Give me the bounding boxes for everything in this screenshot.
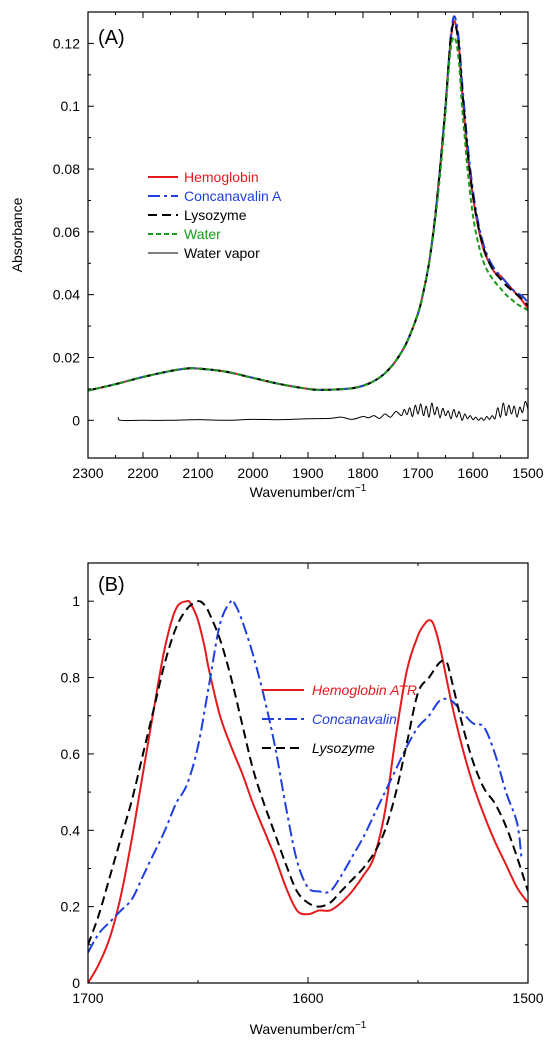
- panel-label: (B): [98, 574, 125, 596]
- series-line-1: [88, 15, 528, 392]
- legend-label: Hemoglobin: [184, 169, 259, 185]
- y-tick-label: 0.08: [53, 161, 80, 177]
- legend-label: Hemoglobin ATR: [312, 682, 417, 698]
- series-line-4: [117, 400, 528, 422]
- x-axis-label: Wavenumber/cm−1: [250, 1020, 367, 1037]
- legend-label: Lysozyme: [184, 207, 247, 223]
- x-tick-label: 1800: [347, 465, 378, 481]
- x-tick-label: 1700: [72, 990, 103, 1006]
- y-tick-label: 0.8: [61, 670, 81, 686]
- y-tick-label: 0.04: [53, 287, 80, 303]
- x-tick-label: 1900: [292, 465, 323, 481]
- y-tick-label: 0: [72, 975, 80, 991]
- x-tick-label: 2200: [127, 465, 158, 481]
- y-tick-label: 0.4: [61, 822, 81, 838]
- series-group: [88, 15, 528, 422]
- y-tick-label: 0.6: [61, 746, 81, 762]
- plot-frame: [87, 562, 529, 984]
- panel-label: (A): [98, 27, 125, 49]
- legend-label: Lysozyme: [312, 740, 375, 756]
- x-axis-label-superscript: −1: [355, 483, 367, 494]
- x-tick-label: 1600: [457, 465, 488, 481]
- series-line-2: [88, 600, 528, 946]
- y-tick-label: 0.2: [61, 899, 81, 915]
- series-line-0: [88, 600, 528, 983]
- x-axis-label-superscript: −1: [355, 1020, 367, 1031]
- x-tick-label: 1500: [512, 465, 543, 481]
- x-tick-label: 2000: [237, 465, 268, 481]
- x-tick-label: 1500: [512, 990, 543, 1006]
- y-tick-label: 0.1: [61, 98, 81, 114]
- x-tick-label: 1700: [402, 465, 433, 481]
- chart-panel-a: 2300 2200 2100 2000 1900 1800 1700 1600 1500 0 0.0…: [9, 11, 544, 500]
- y-axis-label: Absorbance: [9, 197, 25, 272]
- series-line-1: [88, 598, 523, 953]
- legend-label: Water vapor: [184, 245, 260, 261]
- legend-label: Concanavalin A: [184, 188, 282, 204]
- y-tick-label: 0.02: [53, 349, 80, 365]
- legend-label: Concanavalin: [312, 711, 397, 727]
- legend: Hemoglobin Concanavalin A Lysozyme Water Wat…: [148, 169, 282, 261]
- series-line-3: [88, 36, 528, 392]
- x-tick-label: 2300: [72, 465, 103, 481]
- legend-label: Water: [184, 226, 221, 242]
- x-axis-label: Wavenumber/cm−1: [250, 483, 367, 500]
- y-tick-label: 0: [72, 412, 80, 428]
- y-tick-label: 1: [72, 593, 80, 609]
- legend: Hemoglobin ATR Concanavalin Lysozyme: [262, 682, 417, 756]
- x-tick-label: 1600: [292, 990, 323, 1006]
- y-tick-label: 0.12: [53, 35, 80, 51]
- chart-panel-b: 1700 1600 1500 0 0.2 0.4 0.6 0.8 1 (B) Wavenumber/…: [61, 562, 544, 1037]
- y-tick-label: 0.06: [53, 224, 80, 240]
- x-tick-label: 2100: [182, 465, 213, 481]
- series-group: [88, 598, 528, 983]
